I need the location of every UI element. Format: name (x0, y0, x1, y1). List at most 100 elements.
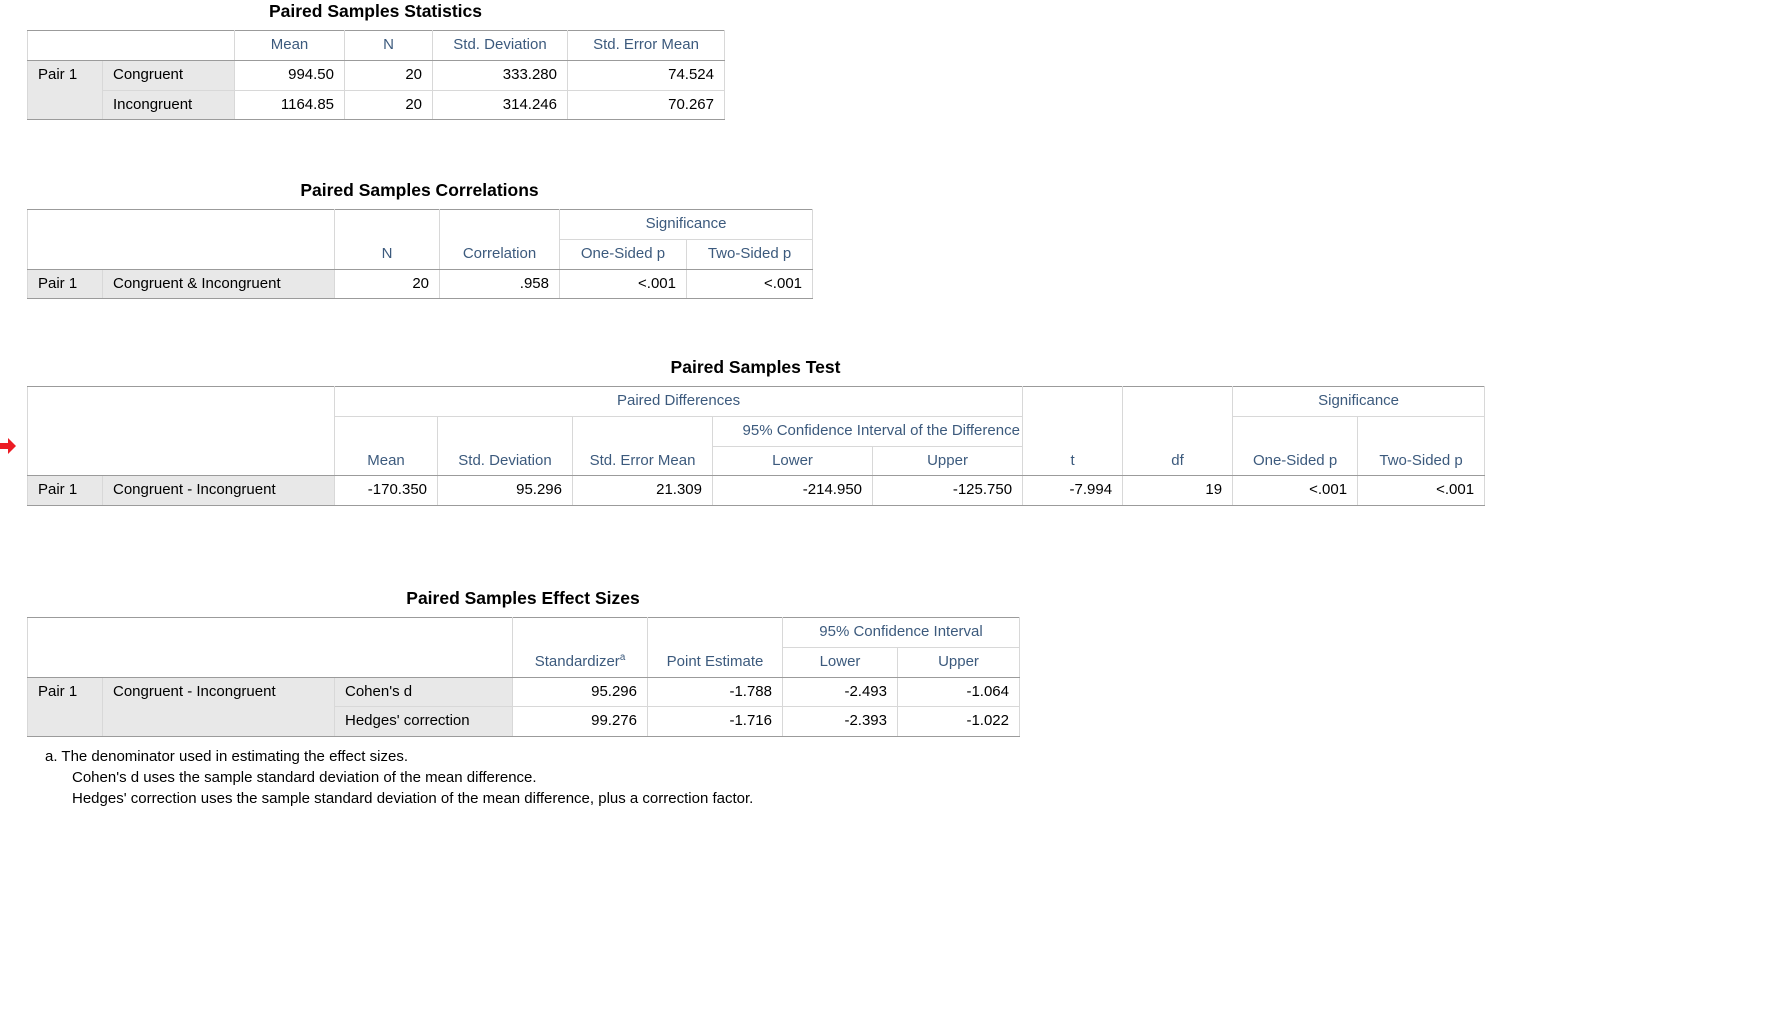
table-row-hedges-correction: Hedges' correction 99.276 -1.716 -2.393 … (28, 706, 1020, 737)
test-table: Paired Differences t df Significance Mea… (27, 385, 1486, 506)
cell-ci-upper: -1.022 (897, 706, 1020, 737)
table-row-pair1: Pair 1 Congruent & Incongruent 20 .958 <… (27, 268, 814, 300)
cell-point-estimate: -1.716 (647, 706, 783, 737)
paired-samples-correlations-output[interactable]: Paired Samples Correlations N Correlatio… (27, 180, 814, 300)
table-row-congruent: Pair 1 Congruent 994.50 20 333.280 74.52… (27, 59, 725, 121)
header-row-spanner: Standardizera Point Estimate 95% Confide… (27, 617, 1020, 678)
stub-header (27, 617, 513, 678)
row-label-incongruent: Incongruent (102, 89, 235, 121)
spanner-confidence-interval: 95% Confidence Interval of the Differenc… (711, 415, 1024, 447)
table-row-incongruent: Incongruent 1164.85 20 314.246 70.267 (28, 89, 725, 121)
paired-samples-effect-sizes-output[interactable]: Paired Samples Effect Sizes Standardizer… (27, 588, 1020, 809)
paired-samples-test-output[interactable]: Paired Samples Test Paired Differences t… (27, 357, 1486, 506)
cell-n: 20 (344, 59, 433, 91)
col-header-upper: Upper (897, 646, 1020, 678)
cell-ci-lower: -2.493 (782, 676, 898, 708)
col-header-std-error-mean: Std. Error Mean (567, 30, 725, 61)
footnote-line-3: Hedges' correction uses the sample stand… (72, 790, 754, 807)
footnote-marker-a: a (619, 651, 626, 663)
col-header-one-sided-p: One-Sided p (559, 238, 687, 270)
col-header-n: N (334, 209, 440, 270)
row-label-pair1: Pair 1 (27, 676, 103, 737)
table-title-test: Paired Samples Test (670, 357, 841, 377)
cell-t: -7.994 (1022, 475, 1124, 506)
stub-header (27, 385, 335, 477)
cell-one-sided-p: <.001 (559, 268, 687, 300)
cell-two-sided-p: <.001 (685, 268, 814, 300)
table-footnote: a. The denominator used in estimating th… (45, 746, 1019, 809)
footnote-line-2: Cohen's d uses the sample standard devia… (72, 769, 537, 786)
col-header-mean: Mean (334, 415, 438, 477)
cell-mean: 1164.85 (234, 89, 345, 121)
row-label-congruent: Congruent (102, 59, 235, 91)
table-title-correlations: Paired Samples Correlations (300, 180, 539, 200)
cell-df: 19 (1122, 475, 1234, 506)
col-header-lower: Lower (782, 646, 898, 678)
correlations-table: N Correlation Significance One-Sided p T… (27, 209, 814, 300)
footnote-line-1: a. The denominator used in estimating th… (45, 748, 408, 765)
col-header-t: t (1022, 385, 1124, 477)
cell-ci-upper: -125.750 (871, 475, 1024, 506)
red-arrow-pointer-icon (0, 436, 16, 456)
table-row-pair1: Pair 1 Congruent - Incongruent -170.350 … (27, 475, 1486, 506)
stub-header (27, 209, 335, 270)
cell-std-error-mean: 74.524 (567, 59, 725, 91)
row-label-pair1: Pair 1 (27, 268, 103, 300)
row-label-hedges-correction: Hedges' correction (334, 706, 513, 737)
cell-ci-lower: -2.393 (782, 706, 898, 737)
cell-n: 20 (344, 89, 433, 121)
col-header-std-deviation: Std. Deviation (437, 415, 573, 477)
col-header-lower: Lower (712, 445, 873, 477)
spanner-confidence-interval: 95% Confidence Interval (782, 617, 1020, 648)
col-header-two-sided-p: Two-Sided p (1357, 415, 1486, 477)
stub-header (27, 30, 235, 61)
row-label-cohens-d: Cohen's d (334, 676, 513, 708)
cell-std-error-mean: 70.267 (567, 89, 725, 121)
cell-one-sided-p: <.001 (1232, 475, 1359, 506)
cell-std-deviation: 314.246 (432, 89, 568, 121)
header-row-spanner-2: Mean Std. Deviation Std. Error Mean 95% … (28, 415, 1486, 477)
col-header-std-deviation: Std. Deviation (432, 30, 568, 61)
col-header-two-sided-p: Two-Sided p (685, 238, 814, 270)
cell-ci-upper: -1.064 (897, 676, 1020, 708)
cell-two-sided-p: <.001 (1357, 475, 1486, 506)
col-header-std-error-mean: Std. Error Mean (572, 415, 713, 477)
table-title-effect-sizes: Paired Samples Effect Sizes (406, 588, 640, 608)
col-header-df: df (1122, 385, 1234, 477)
effect-sizes-table: Standardizera Point Estimate 95% Confide… (27, 617, 1020, 737)
row-label-pair1: Pair 1 (27, 475, 103, 506)
spanner-significance: Significance (1232, 386, 1486, 417)
statistics-table: Mean N Std. Deviation Std. Error Mean Pa… (27, 30, 725, 121)
cell-correlation: .958 (439, 268, 560, 300)
row-label-difference: Congruent - Incongruent (102, 676, 335, 737)
col-header-point-estimate: Point Estimate (647, 617, 783, 678)
col-header-upper: Upper (871, 445, 1024, 477)
row-label-difference: Congruent - Incongruent (102, 475, 335, 506)
col-header-one-sided-p: One-Sided p (1232, 415, 1359, 477)
cell-standardizer: 99.276 (512, 706, 648, 737)
cell-standardizer: 95.296 (512, 676, 648, 708)
cell-mean: -170.350 (334, 475, 438, 506)
header-row-spanner: N Correlation Significance (27, 209, 814, 270)
col-header-correlation: Correlation (439, 209, 560, 270)
table-row-cohens-d: Pair 1 Congruent - Incongruent Cohen's d… (27, 676, 1020, 737)
cell-std-error-mean: 21.309 (572, 475, 713, 506)
row-label-variables: Congruent & Incongruent (102, 268, 335, 300)
cell-mean: 994.50 (234, 59, 345, 91)
header-row: Lower Upper (28, 445, 1485, 477)
header-row: One-Sided p Two-Sided p (28, 238, 814, 270)
header-row: Mean N Std. Deviation Std. Error Mean (27, 30, 725, 61)
cell-std-deviation: 95.296 (437, 475, 573, 506)
cell-ci-lower: -214.950 (712, 475, 873, 506)
table-title-statistics: Paired Samples Statistics (268, 1, 483, 21)
col-header-n: N (344, 30, 433, 61)
col-header-standardizer: Standardizera (512, 617, 648, 678)
cell-n: 20 (334, 268, 440, 300)
spanner-significance: Significance (558, 209, 814, 240)
row-label-pair1: Pair 1 (27, 59, 103, 121)
header-row-spanner-1: Paired Differences t df Significance (27, 385, 1486, 477)
cell-std-deviation: 333.280 (432, 59, 568, 91)
paired-samples-statistics-output[interactable]: Paired Samples Statistics Mean N Std. De… (27, 1, 725, 121)
spanner-paired-differences: Paired Differences (333, 386, 1024, 417)
